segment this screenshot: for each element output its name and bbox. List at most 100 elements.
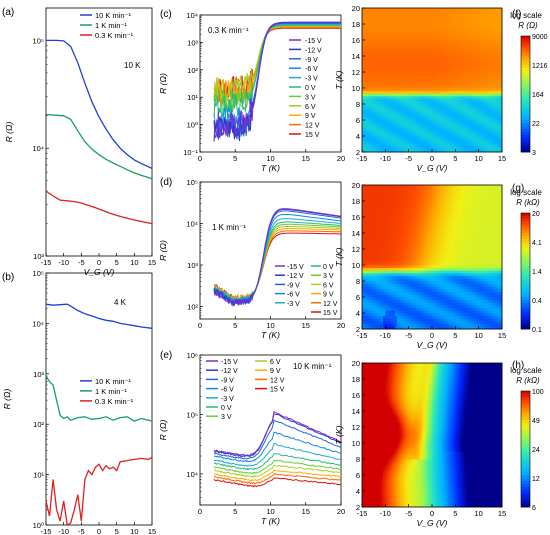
heatmap-cell [392, 307, 396, 311]
heatmap-cell [376, 230, 379, 234]
heatmap-cell [495, 72, 498, 76]
heatmap-cell [495, 90, 498, 94]
heatmap-cell [362, 278, 365, 282]
heatmap-cell [399, 278, 403, 282]
heatmap-cell [408, 74, 412, 78]
heatmap-cell [476, 114, 480, 118]
heatmap-cell [434, 66, 438, 70]
heatmap-cell [446, 53, 449, 57]
heatmap-cell [373, 109, 377, 113]
heatmap-cell [376, 130, 379, 134]
heatmap-cell [371, 310, 375, 314]
heatmap-cell [373, 58, 377, 62]
heatmap-cell [471, 34, 475, 38]
heatmap-cell [376, 307, 379, 311]
heatmap-cell [366, 246, 370, 250]
heatmap-cell [434, 146, 438, 150]
heatmap-cell [429, 120, 433, 124]
heatmap-cell [408, 251, 412, 255]
series-line-6 [213, 459, 342, 475]
heatmap-cell [362, 53, 365, 57]
heatmap-cell [397, 98, 400, 102]
heatmap-cell [376, 222, 379, 226]
heatmap-cell [413, 26, 417, 30]
heatmap-cell [383, 193, 386, 197]
heatmap-cell [439, 112, 442, 116]
heatmap-cell [406, 270, 410, 274]
heatmap-cell [399, 90, 403, 94]
heatmap-cell [383, 241, 386, 245]
heatmap-cell [371, 101, 375, 105]
heatmap-cell [411, 112, 414, 116]
heatmap-cell [387, 294, 391, 298]
heatmap-cell [439, 72, 442, 76]
heatmap-cell [446, 32, 449, 36]
heatmap-cell [397, 249, 400, 253]
heatmap-cell [474, 109, 477, 113]
heatmap-cell [390, 281, 393, 285]
heatmap-cell [441, 141, 445, 145]
heatmap-cell [464, 50, 468, 54]
heatmap-cell [387, 42, 391, 46]
heatmap-cell [476, 88, 480, 92]
heatmap-cell [432, 104, 435, 108]
heatmap-cell [390, 66, 393, 70]
heatmap-cell [408, 187, 412, 191]
heatmap-cell [380, 203, 384, 207]
heatmap-cell [390, 141, 393, 145]
heatmap-cell [497, 74, 501, 78]
heatmap-cell [481, 82, 484, 86]
heatmap-cell [455, 114, 459, 118]
heatmap-cell [455, 72, 459, 76]
heatmap-cell [408, 265, 412, 269]
heatmap-cell [394, 101, 398, 105]
heatmap-cell [439, 104, 442, 108]
heatmap-cell [390, 10, 393, 14]
heatmap-cell [371, 10, 375, 14]
heatmap-cell [413, 209, 417, 213]
heatmap-cell [383, 32, 386, 36]
heatmap-cell [408, 10, 412, 14]
heatmap-cell [392, 146, 396, 150]
heatmap-cell [399, 326, 403, 330]
heatmap-cell [408, 299, 412, 303]
heatmap-cell [457, 18, 461, 22]
heatmap-cell [429, 56, 433, 60]
heatmap-cell [476, 109, 480, 113]
heatmap-cell [369, 185, 372, 189]
heatmap-cell [471, 8, 475, 12]
heatmap-cell [399, 206, 403, 210]
heatmap-cell [429, 18, 433, 22]
heatmap-cell [366, 209, 370, 213]
heatmap-cell [376, 109, 379, 113]
heatmap-cell [399, 26, 403, 30]
heatmap-cell [443, 149, 447, 153]
heatmap-cell [387, 29, 391, 33]
heatmap-cell [376, 64, 379, 68]
heatmap-cell [390, 120, 393, 124]
heatmap-cell [492, 64, 496, 68]
heatmap-cell [373, 302, 377, 306]
heatmap-cell [492, 16, 496, 20]
heatmap-cell [390, 114, 393, 118]
heatmap-cell [404, 101, 407, 105]
heatmap-cell [390, 21, 393, 25]
heatmap-cell [469, 98, 473, 102]
heatmap-cell [476, 104, 480, 108]
heatmap-cell [371, 66, 375, 70]
heatmap-cell [406, 48, 410, 52]
series-line-9 [213, 473, 342, 485]
heatmap-cell [474, 21, 477, 25]
heatmap-cell [455, 130, 459, 134]
heatmap-cell [492, 80, 496, 84]
heatmap-cell [427, 80, 431, 84]
heatmap-cell [476, 8, 480, 12]
heatmap-cell [476, 69, 480, 73]
heatmap-cell [474, 50, 477, 54]
heatmap-cell [401, 233, 405, 237]
heatmap-cell [443, 90, 447, 94]
heatmap-cell [373, 230, 377, 234]
heatmap-cell [392, 289, 396, 293]
heatmap-cell [415, 42, 419, 46]
heatmap-cell [378, 249, 382, 253]
